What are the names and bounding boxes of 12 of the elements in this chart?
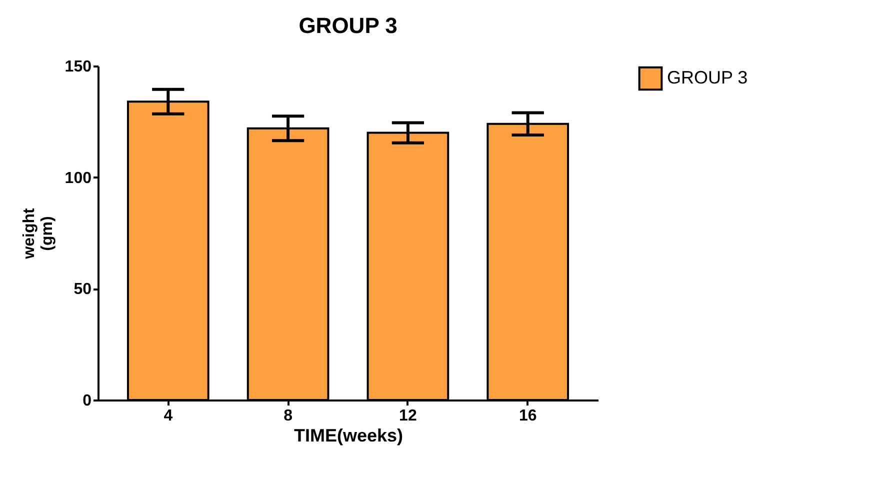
x-tick-label: 4 xyxy=(164,408,173,424)
x-axis-title: TIME(weeks) xyxy=(294,426,404,446)
chart-title: GROUP 3 xyxy=(298,13,398,38)
x-tick-label: 8 xyxy=(284,408,293,424)
x-tick-label: 12 xyxy=(399,408,417,424)
x-tick-label: 16 xyxy=(518,408,537,424)
legend-label: GROUP 3 xyxy=(667,68,748,88)
y-tick-label: 100 xyxy=(64,170,92,187)
y-tick-label: 0 xyxy=(82,392,92,410)
y-axis-title: weight (gm) xyxy=(20,208,56,260)
y-tick-label: 50 xyxy=(74,281,92,298)
y-tick-label: 150 xyxy=(64,58,92,76)
